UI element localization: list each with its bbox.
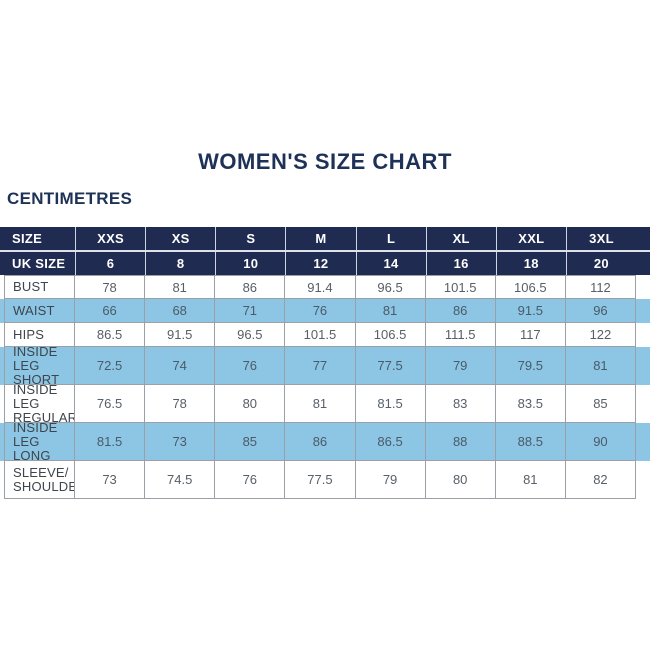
uk-size-cell: 16 [425, 252, 496, 275]
measurement-cell: 88 [425, 423, 496, 461]
table-row: INSIDE LEG SHORT 72.5 74 76 77 77.5 79 79.5 81 [0, 347, 650, 385]
unit-label: CENTIMETRES [7, 189, 133, 208]
measurement-cell: 77 [285, 347, 356, 385]
size-corner-header: SIZE [12, 230, 43, 246]
row-label: INSIDE LEG LONG [4, 423, 75, 461]
uk-size-cell: 14 [355, 252, 426, 275]
measurement-cell: 79.5 [495, 347, 566, 385]
measurement-cell: 86 [285, 423, 356, 461]
size-column-header: XXS [75, 227, 145, 250]
uk-size-header: UK SIZE [12, 255, 66, 271]
measurement-cell: 79 [355, 461, 426, 499]
measurement-cell: 86 [425, 299, 496, 323]
measurement-cell: 76 [285, 299, 356, 323]
measurement-cell: 74.5 [145, 461, 216, 499]
measurement-cell: 85 [565, 385, 636, 423]
row-label: HIPS [4, 323, 75, 347]
measurement-cell: 86 [215, 275, 286, 299]
measurement-cell: 82 [565, 461, 636, 499]
measurement-cell: 106.5 [495, 275, 566, 299]
uk-size-cell: 6 [75, 252, 145, 275]
row-label: INSIDE LEG SHORT [4, 347, 75, 385]
size-column-header: L [355, 227, 426, 250]
size-column-header: XL [425, 227, 496, 250]
row-label: BUST [4, 275, 75, 299]
measurement-cell: 81.5 [355, 385, 426, 423]
measurement-cell: 74 [145, 347, 216, 385]
measurement-cell: 72.5 [75, 347, 146, 385]
measurement-cell: 80 [215, 385, 286, 423]
uk-size-cell: 12 [285, 252, 355, 275]
measurement-cell: 73 [75, 461, 146, 499]
measurement-cell: 66 [75, 299, 146, 323]
page-title: WOMEN'S SIZE CHART [198, 149, 452, 174]
table-row: WAIST 66 68 71 76 81 86 91.5 96 [0, 299, 650, 323]
measurement-cell: 86.5 [355, 423, 426, 461]
measurement-cell: 77.5 [355, 347, 426, 385]
measurement-cell: 79 [425, 347, 496, 385]
header-row-sizes: SIZE XXS XS S M L XL XXL 3XL [0, 227, 650, 250]
measurement-cell: 112 [565, 275, 636, 299]
measurement-cell: 81.5 [75, 423, 146, 461]
table-row: INSIDE LEG REGULAR 76.5 78 80 81 81.5 83 83.5 85 [0, 385, 650, 423]
measurement-cell: 80 [425, 461, 496, 499]
table-row: HIPS 86.5 91.5 96.5 101.5 106.5 111.5 117 122 [0, 323, 650, 347]
measurement-cell: 81 [355, 299, 426, 323]
size-column-header: XXL [495, 227, 566, 250]
size-column-header: XS [145, 227, 215, 250]
measurement-cell: 88.5 [495, 423, 566, 461]
measurement-cell: 76.5 [75, 385, 146, 423]
measurement-cell: 106.5 [355, 323, 426, 347]
measurement-cell: 81 [285, 385, 356, 423]
measurement-cell: 76 [215, 347, 286, 385]
measurement-cell: 96.5 [215, 323, 286, 347]
measurement-cell: 96 [565, 299, 636, 323]
size-chart-table: SIZE XXS XS S M L XL XXL 3XL UK SIZE 6 8 10 12 14 16 18 2… [0, 227, 650, 499]
uk-size-cell: 18 [495, 252, 566, 275]
header-row-uk-sizes: UK SIZE 6 8 10 12 14 16 18 20 [0, 250, 650, 275]
measurement-cell: 68 [145, 299, 216, 323]
measurement-cell: 83.5 [495, 385, 566, 423]
row-label: INSIDE LEG REGULAR [4, 385, 75, 423]
row-label: SLEEVE/ SHOULDER [4, 461, 75, 499]
size-column-header: S [215, 227, 285, 250]
measurement-cell: 91.5 [145, 323, 216, 347]
measurement-cell: 81 [145, 275, 216, 299]
measurement-cell: 122 [565, 323, 636, 347]
measurement-cell: 73 [145, 423, 216, 461]
measurement-cell: 76 [215, 461, 286, 499]
table-row: BUST 78 81 86 91.4 96.5 101.5 106.5 112 [0, 275, 650, 299]
uk-size-cell: 10 [215, 252, 285, 275]
measurement-cell: 71 [215, 299, 286, 323]
measurement-cell: 101.5 [425, 275, 496, 299]
size-column-header: 3XL [565, 227, 636, 250]
measurement-cell: 117 [495, 323, 566, 347]
measurement-cell: 81 [495, 461, 566, 499]
measurement-cell: 96.5 [355, 275, 426, 299]
row-label: WAIST [4, 299, 75, 323]
measurement-cell: 77.5 [285, 461, 356, 499]
uk-size-cell: 8 [145, 252, 215, 275]
measurement-cell: 78 [75, 275, 146, 299]
measurement-cell: 81 [565, 347, 636, 385]
measurement-cell: 101.5 [285, 323, 356, 347]
measurement-cell: 78 [145, 385, 216, 423]
measurement-cell: 83 [425, 385, 496, 423]
measurement-cell: 86.5 [75, 323, 146, 347]
size-column-header: M [285, 227, 355, 250]
table-row: INSIDE LEG LONG 81.5 73 85 86 86.5 88 88.5 90 [0, 423, 650, 461]
measurement-cell: 91.4 [285, 275, 356, 299]
uk-size-cell: 20 [565, 252, 636, 275]
measurement-cell: 85 [215, 423, 286, 461]
measurement-cell: 111.5 [425, 323, 496, 347]
measurement-cell: 90 [565, 423, 636, 461]
measurement-cell: 91.5 [495, 299, 566, 323]
